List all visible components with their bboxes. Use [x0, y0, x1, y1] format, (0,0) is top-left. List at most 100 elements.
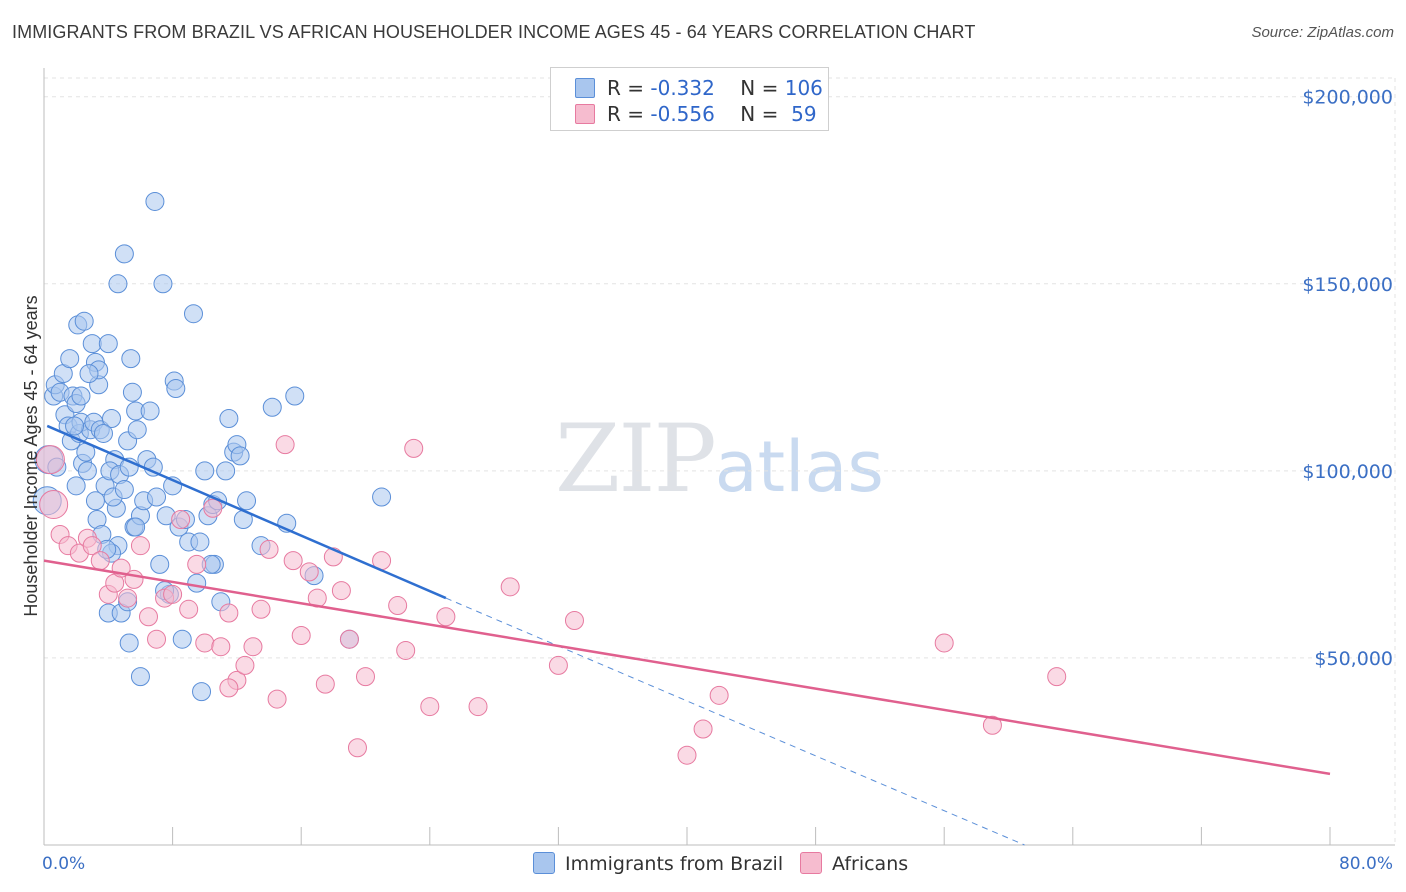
- legend-row-brazil: R = -0.332 N = 106: [575, 76, 823, 100]
- africans-point-58: [219, 678, 239, 698]
- africans-point-36: [315, 674, 335, 694]
- trend-lines: [43, 424, 1331, 846]
- brazil-point-44: [122, 382, 142, 402]
- brazil-trend-extension: [445, 597, 1025, 846]
- tick-labels: $50,000 $100,000 $150,000 $200,000 0.0% 80.0%: [42, 87, 1393, 874]
- brazil-point-61: [153, 274, 173, 294]
- africans-point-26: [235, 655, 255, 675]
- y-tick-label-2: $150,000: [1302, 274, 1393, 296]
- africans-point-33: [291, 625, 311, 645]
- africans-point-55: [934, 633, 954, 653]
- africans-point-41: [356, 667, 375, 687]
- africans-point-45: [404, 438, 424, 458]
- brazil-point-74: [195, 461, 215, 481]
- series-brazil-points: [32, 191, 392, 702]
- bottom-legend-swatch-africans: [800, 852, 822, 874]
- africans-point-19: [179, 599, 199, 619]
- bottom-legend-label-brazil: Immigrants from Brazil: [565, 853, 784, 875]
- africans-point-57: [1047, 667, 1067, 687]
- africans-point-18: [171, 509, 191, 529]
- brazil-point-81: [219, 408, 239, 428]
- africans-point-20: [187, 554, 207, 574]
- brazil-point-73: [190, 532, 210, 552]
- brazil-point-15: [66, 476, 86, 496]
- brazil-point-72: [187, 573, 207, 593]
- brazil-point-40: [114, 480, 134, 500]
- legend-r-label: R =: [607, 76, 651, 100]
- correlation-legend: R = -0.332 N = 106 R = -0.556 N = 59: [550, 67, 829, 131]
- brazil-point-66: [166, 379, 186, 399]
- brazil-point-68: [172, 629, 192, 649]
- legend-n-label: N =: [740, 102, 785, 126]
- brazil-point-46: [127, 420, 147, 440]
- africans-point-29: [259, 539, 279, 559]
- africans-point-48: [468, 697, 488, 717]
- brazil-point-80: [216, 461, 236, 481]
- legend-swatch-brazil: [575, 78, 595, 98]
- brazil-point-9: [60, 349, 80, 369]
- africans-point-30: [267, 689, 287, 709]
- africans-point-46: [420, 697, 440, 717]
- brazil-point-43: [121, 349, 141, 369]
- brazil-point-53: [114, 244, 134, 264]
- brazil-point-96: [130, 667, 150, 687]
- brazil-point-84: [230, 446, 250, 466]
- legend-r-value-brazil: -0.332: [650, 76, 715, 100]
- brazil-point-71: [183, 304, 203, 324]
- africans-point-15: [147, 629, 167, 649]
- africans-point-44: [396, 640, 416, 660]
- legend-swatch-africans: [575, 104, 595, 124]
- y-axis-label: Householder Income Ages 45 - 64 years: [21, 295, 41, 616]
- brazil-trend-line: [46, 424, 447, 600]
- brazil-point-104: [192, 682, 212, 702]
- bottom-legend-brazil: Immigrants from Brazil: [533, 852, 783, 875]
- africans-point-50: [548, 655, 568, 675]
- africans-point-40: [347, 738, 367, 758]
- brazil-point-98: [145, 191, 165, 211]
- africans-point-39: [339, 629, 359, 649]
- y-tick-label-3: $200,000: [1302, 87, 1393, 109]
- africans-point-38: [331, 581, 351, 601]
- x-tick-label-max: 80.0%: [1339, 854, 1393, 874]
- brazil-point-52: [108, 274, 128, 294]
- brazil-point-88: [262, 397, 282, 417]
- africans-point-43: [388, 596, 408, 616]
- brazil-point-103: [71, 386, 91, 406]
- brazil-point-60: [150, 554, 170, 574]
- africans-point-24: [219, 603, 239, 623]
- africans-point-56: [982, 715, 1002, 735]
- africans-point-53: [693, 719, 713, 739]
- series-africans-points: [35, 435, 1067, 765]
- bottom-legend-swatch-brazil: [533, 852, 555, 874]
- bottom-legend-label-africans: Africans: [832, 853, 909, 875]
- legend-n-value-africans: 59: [784, 102, 817, 126]
- africans-point-32: [283, 551, 303, 571]
- africans-point-0: [35, 445, 65, 475]
- africans-point-13: [130, 536, 150, 556]
- africans-point-14: [138, 607, 158, 627]
- watermark-zip: ZIP: [555, 405, 717, 514]
- brazil-point-55: [126, 517, 146, 537]
- x-tick-label-min: 0.0%: [42, 854, 85, 874]
- brazil-point-90: [285, 386, 305, 406]
- africans-point-1: [39, 490, 69, 520]
- brazil-point-59: [147, 487, 167, 507]
- chart-title: IMMIGRANTS FROM BRAZIL VS AFRICAN HOUSEH…: [12, 22, 976, 42]
- africans-point-22: [203, 498, 223, 518]
- africans-point-27: [243, 637, 263, 657]
- africans-point-34: [299, 562, 319, 582]
- chart-source: Source: ZipAtlas.com: [1251, 24, 1394, 41]
- africans-point-6: [82, 536, 102, 556]
- africans-point-54: [709, 685, 729, 705]
- africans-point-31: [275, 435, 295, 455]
- watermark: ZIPatlas: [555, 405, 884, 514]
- brazil-point-57: [140, 401, 160, 421]
- brazil-point-86: [237, 491, 257, 511]
- africans-point-21: [195, 633, 215, 653]
- africans-point-47: [436, 607, 456, 627]
- legend-r-label: R =: [607, 102, 651, 126]
- africans-point-51: [564, 611, 584, 631]
- africans-point-11: [118, 588, 138, 608]
- brazil-point-33: [102, 408, 122, 428]
